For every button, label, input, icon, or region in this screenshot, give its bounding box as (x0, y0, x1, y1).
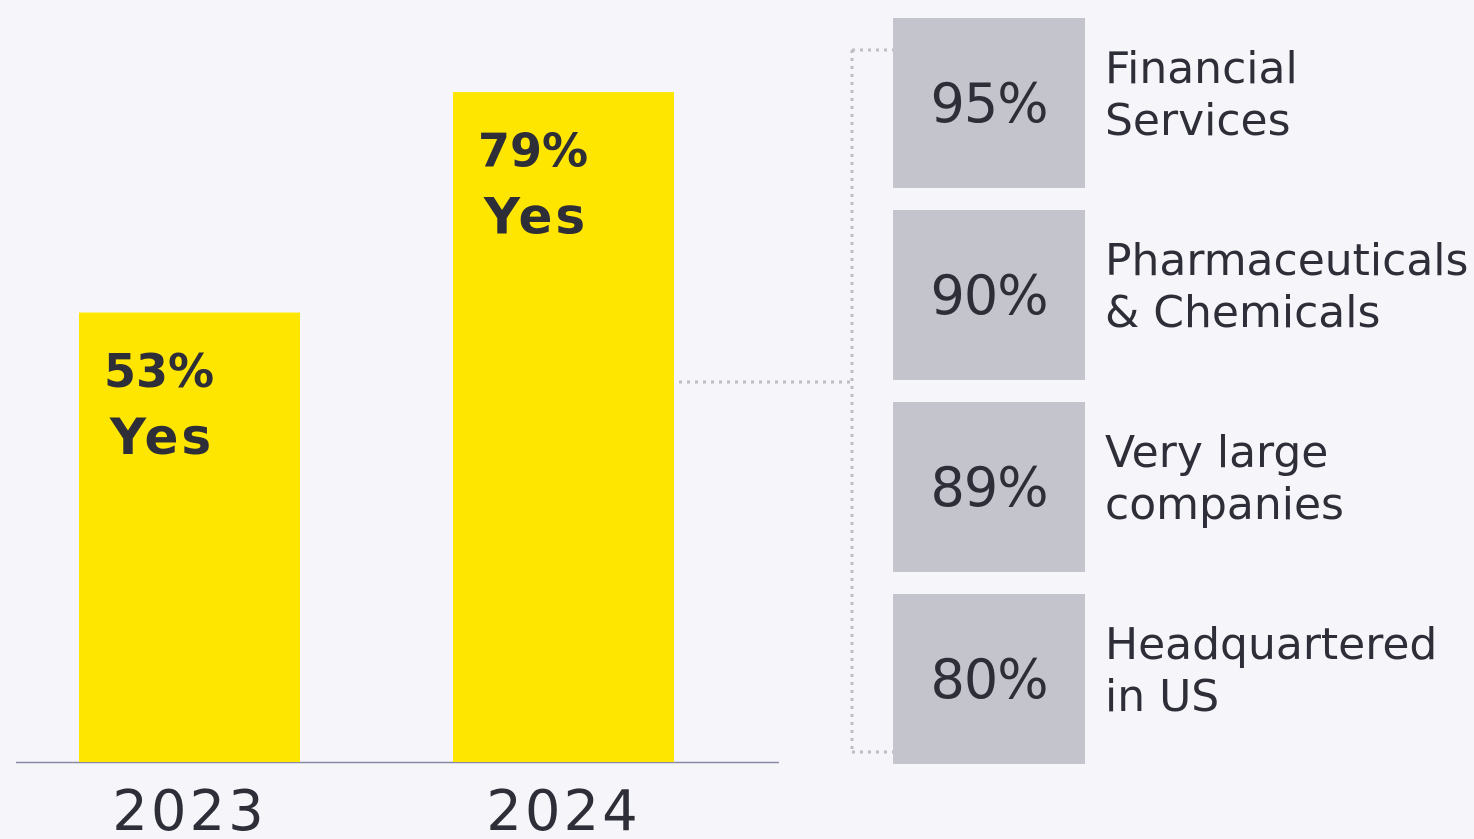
breakdown-value: 90% (893, 210, 1085, 380)
bar (453, 92, 674, 762)
value-label: 53% (104, 344, 214, 398)
x-tick-label: 2024 (486, 779, 641, 839)
breakdown-value: 80% (893, 594, 1085, 764)
breakdown-category: Pharmaceuticals & Chemicals (1105, 235, 1469, 338)
connector (615, 48, 893, 754)
bar (79, 312, 300, 762)
value-label: 79% (478, 124, 588, 178)
breakdown-category: Financial Services (1105, 43, 1298, 146)
annotation: Yes (109, 408, 214, 466)
annotation: Yes (483, 188, 588, 246)
x-tick-label: 2023 (112, 779, 267, 839)
breakdown-value: 95% (893, 18, 1085, 188)
breakdown-value: 89% (893, 402, 1085, 572)
breakdown-category: Very large companies (1105, 427, 1344, 530)
breakdown-category: Headquartered in US (1105, 619, 1438, 722)
